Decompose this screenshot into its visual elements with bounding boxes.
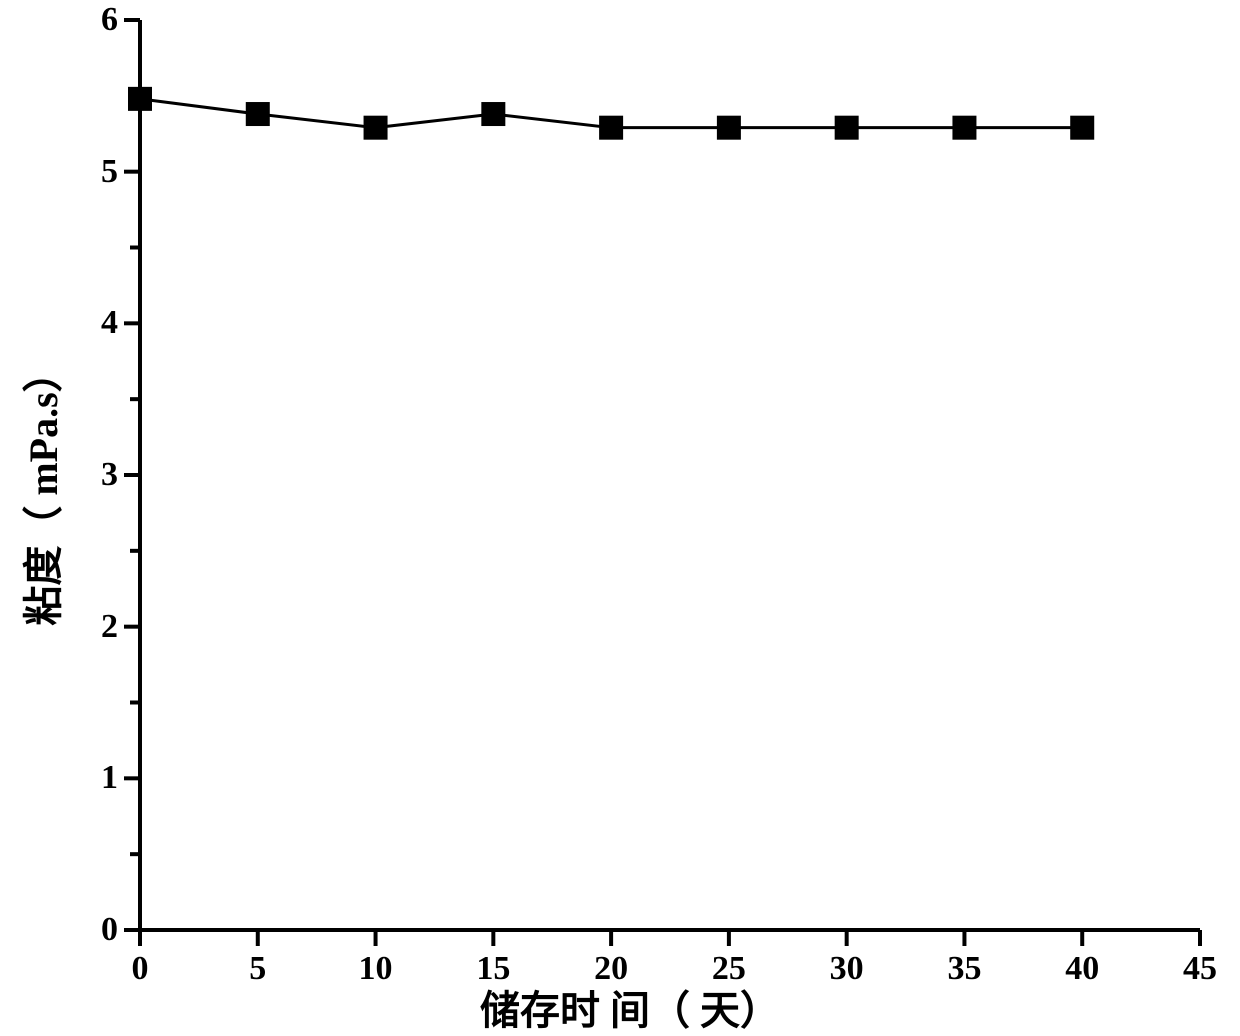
x-tick-label: 45 <box>1170 950 1230 988</box>
y-tick-label: 2 <box>84 608 118 646</box>
x-tick-label: 40 <box>1052 950 1112 988</box>
x-tick-label: 15 <box>463 950 523 988</box>
x-tick-label: 5 <box>228 950 288 988</box>
x-tick-label: 0 <box>110 950 170 988</box>
chart-svg <box>0 0 1240 1030</box>
x-tick-label: 10 <box>346 950 406 988</box>
x-tick-label: 20 <box>581 950 641 988</box>
x-tick-label: 35 <box>934 950 994 988</box>
chart-container: 粘度（ mPa.s） 储存时 间（ 天） 0123456051015202530… <box>0 0 1240 1030</box>
y-tick-label: 6 <box>84 1 118 39</box>
y-tick-label: 3 <box>84 456 118 494</box>
y-tick-label: 1 <box>84 759 118 797</box>
x-tick-label: 25 <box>699 950 759 988</box>
y-tick-label: 0 <box>84 911 118 949</box>
y-axis-label: 粘度（ mPa.s） <box>11 339 69 639</box>
y-tick-label: 5 <box>84 153 118 191</box>
y-tick-label: 4 <box>84 304 118 342</box>
x-tick-label: 30 <box>817 950 877 988</box>
